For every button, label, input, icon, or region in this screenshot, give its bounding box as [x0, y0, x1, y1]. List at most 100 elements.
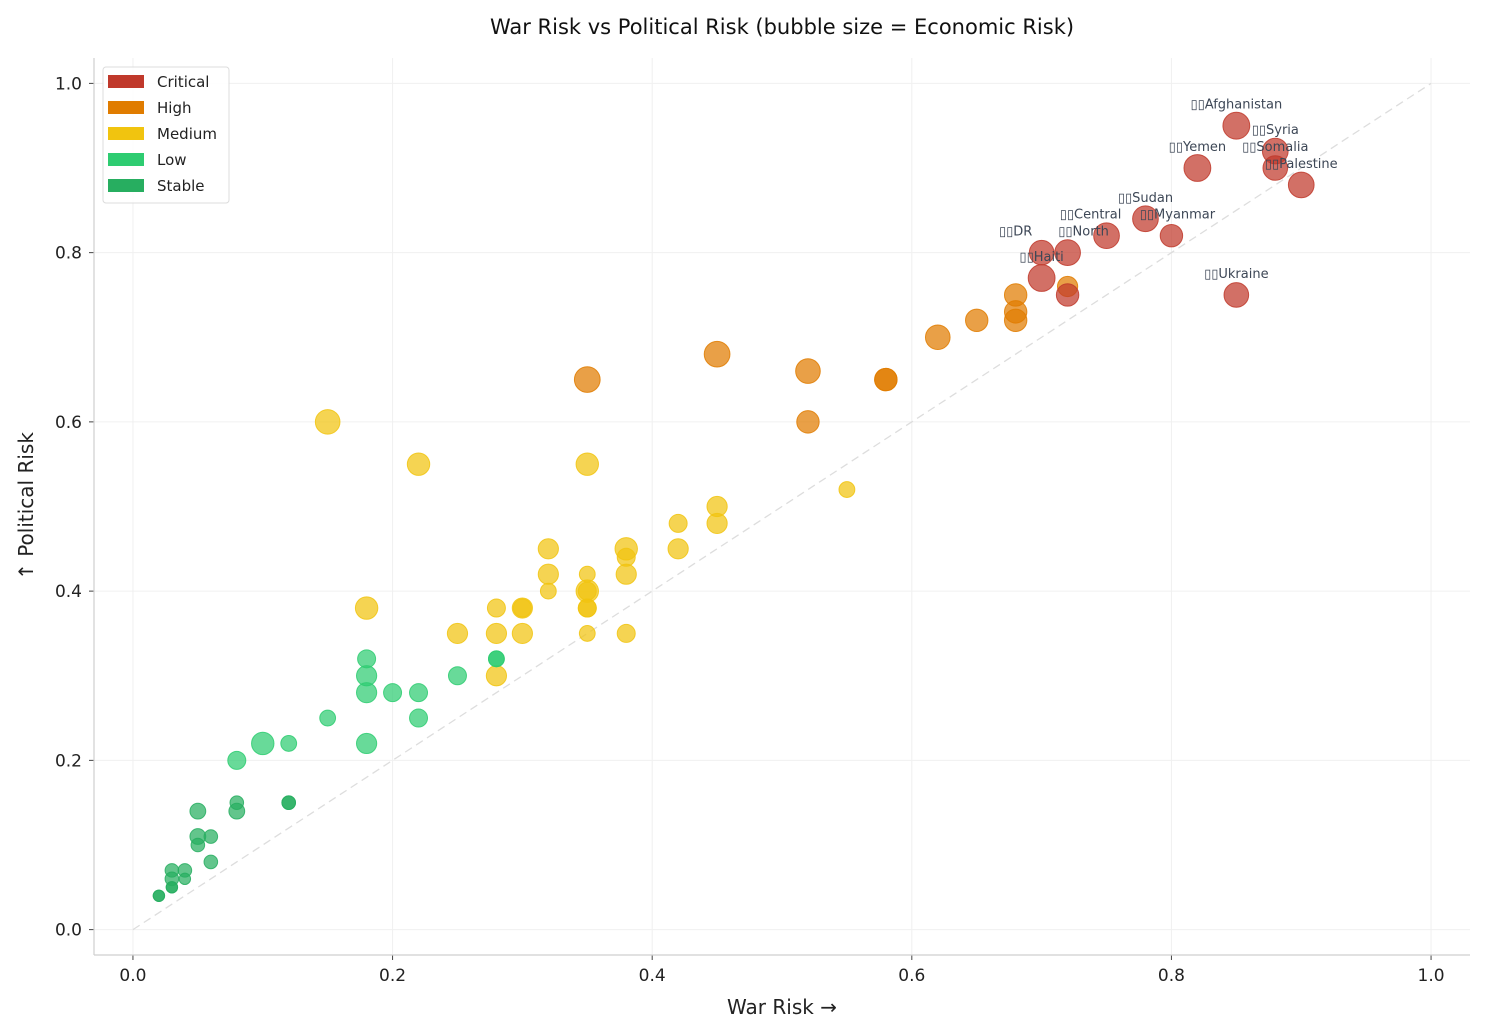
legend-swatch-critical: [108, 75, 144, 88]
data-point-low: [251, 731, 275, 756]
data-point-high: [703, 340, 731, 368]
flag-placeholder-icon: ▯▯: [1118, 191, 1132, 206]
data-point-stable: [165, 881, 179, 894]
data-point-medium: [577, 581, 597, 601]
x-tick-label: 0.2: [379, 966, 406, 986]
y-axis-label: ↑ Political Risk: [14, 432, 38, 580]
data-point-medium: [446, 622, 469, 645]
point-label-text: Ukraine: [1218, 267, 1268, 282]
data-point-stable: [190, 837, 206, 853]
point-label: ▯▯Haiti: [1019, 250, 1063, 265]
data-point-stable: [189, 802, 207, 820]
flag-placeholder-icon: ▯▯: [1190, 98, 1204, 113]
data-point-medium: [485, 665, 508, 687]
data-point-critical: [1262, 155, 1289, 181]
data-point-medium: [616, 623, 636, 643]
y-tick-label: 0.2: [55, 751, 82, 771]
point-label: ▯▯Palestine: [1265, 157, 1338, 172]
data-point-medium: [537, 563, 559, 585]
legend-swatch-high: [108, 101, 144, 114]
y-tick-label: 1.0: [55, 74, 82, 94]
data-point-low: [356, 682, 378, 704]
data-point-medium: [537, 538, 559, 560]
data-point-low: [319, 709, 337, 727]
data-point-critical: [1159, 224, 1184, 248]
data-point-critical: [1223, 282, 1250, 308]
data-point-medium: [577, 598, 597, 618]
x-axis-label: War Risk →: [727, 995, 837, 1019]
data-point-low: [447, 666, 467, 686]
flag-placeholder-icon: ▯▯: [1058, 225, 1072, 240]
flag-placeholder-icon: ▯▯: [1242, 140, 1256, 155]
flag-placeholder-icon: ▯▯: [1060, 208, 1074, 223]
point-label-text: Myanmar: [1154, 208, 1216, 223]
point-label-text: North: [1073, 225, 1109, 240]
data-point-medium: [838, 481, 856, 498]
axes: 0.0 0.2 0.4 0.6 0.8 1.0 0.0 0.2 0.4 0.6 0.8 1.0: [55, 58, 1470, 986]
flag-placeholder-icon: ▯▯: [1169, 140, 1183, 155]
data-point-medium: [578, 625, 596, 642]
y-tick-label: 0.4: [55, 582, 82, 602]
data-point-low: [409, 708, 429, 728]
data-point-medium: [575, 452, 599, 476]
legend-swatch-low: [108, 153, 144, 166]
data-point-critical: [1183, 154, 1212, 182]
points: [152, 111, 1315, 902]
point-label: ▯▯North: [1058, 225, 1109, 240]
legend-label: Critical: [157, 73, 209, 91]
data-point-high: [924, 324, 951, 351]
legend-label: Medium: [157, 125, 217, 143]
x-tick-label: 0.6: [898, 966, 925, 986]
legend-swatch-stable: [108, 179, 144, 192]
flag-placeholder-icon: ▯▯: [1140, 208, 1154, 223]
data-point-low: [227, 750, 247, 770]
data-point-medium: [616, 547, 636, 567]
data-point-stable: [203, 829, 219, 844]
flag-placeholder-icon: ▯▯: [1265, 157, 1279, 172]
point-labels: ▯▯Afghanistan▯▯Syria▯▯Somalia▯▯Palestine…: [999, 98, 1338, 282]
data-point-medium: [314, 409, 341, 435]
data-point-medium: [539, 582, 557, 600]
data-point-stable: [178, 872, 192, 886]
legend-label: Low: [157, 151, 187, 169]
point-label-text: Yemen: [1182, 140, 1226, 155]
x-tick-label: 1.0: [1418, 966, 1445, 986]
point-label-text: Central: [1074, 208, 1121, 223]
diagonal-reference-line: [132, 82, 1432, 931]
point-label-text: DR: [1013, 225, 1032, 240]
point-label: ▯▯Central: [1060, 208, 1122, 223]
data-point-medium: [406, 452, 431, 476]
data-point-medium: [512, 598, 532, 618]
point-label: ▯▯Somalia: [1242, 140, 1308, 155]
data-point-medium: [511, 622, 533, 645]
data-point-critical: [1054, 239, 1081, 266]
data-point-stable: [228, 802, 246, 820]
data-point-medium: [668, 513, 688, 533]
data-point-critical: [1027, 264, 1056, 292]
y-tick-label: 0.8: [55, 244, 82, 264]
data-point-stable: [281, 795, 297, 810]
data-point-low: [280, 735, 298, 752]
x-tick-label: 0.0: [119, 966, 146, 986]
data-point-high: [796, 410, 820, 434]
data-point-low: [383, 683, 403, 703]
data-point-high: [965, 308, 989, 333]
legend-label: Stable: [157, 177, 205, 195]
x-tick-label: 0.4: [639, 966, 666, 986]
data-point-critical: [1132, 205, 1159, 233]
data-point-low: [357, 649, 377, 669]
point-label: ▯▯DR: [999, 225, 1032, 240]
data-point-medium: [706, 512, 728, 535]
data-point-critical: [1222, 111, 1251, 140]
data-point-high: [573, 366, 601, 393]
point-label-text: Palestine: [1279, 157, 1338, 172]
legend: Critical High Medium Low Stable: [102, 66, 230, 204]
data-point-high: [795, 358, 821, 384]
data-point-stable: [203, 854, 219, 870]
data-point-high: [874, 367, 898, 392]
y-tick-label: 0.0: [55, 921, 82, 941]
data-point-critical: [1055, 283, 1080, 307]
data-point-high: [1003, 308, 1028, 333]
data-point-medium: [667, 538, 689, 560]
